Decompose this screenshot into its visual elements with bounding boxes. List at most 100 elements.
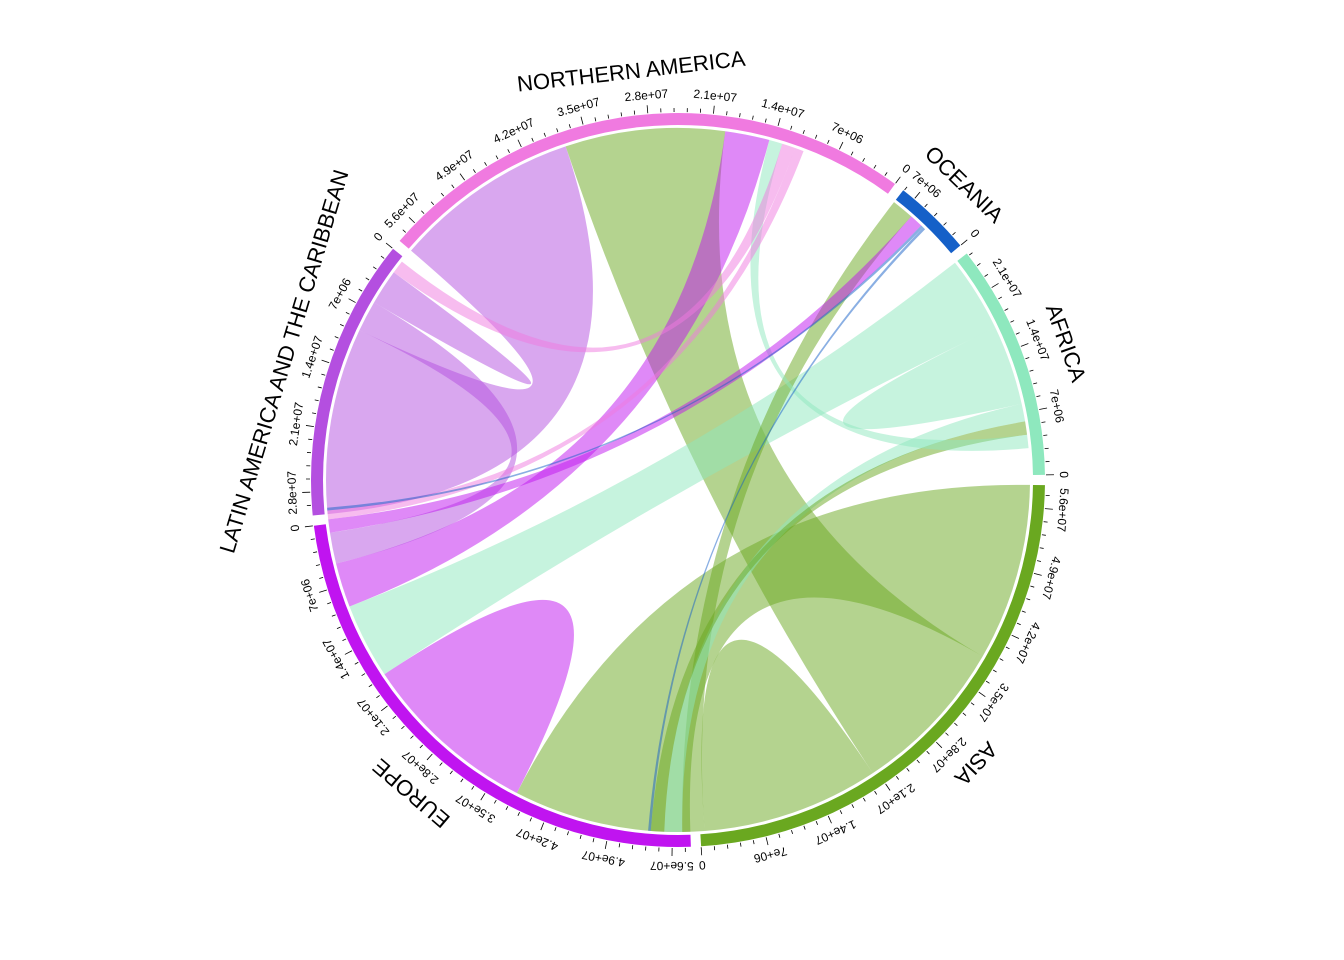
tick-mark [1039, 407, 1048, 410]
tick-mark [790, 125, 793, 130]
tick-mark [543, 132, 546, 137]
tick-mark [952, 231, 956, 236]
tick-mark [345, 312, 350, 315]
tick-mark [419, 744, 423, 749]
tick-mark [827, 815, 832, 824]
tick-label: 0 [288, 524, 303, 533]
tick-mark [998, 296, 1003, 300]
tick-mark [385, 242, 393, 249]
tick-mark [827, 139, 830, 144]
tick-mark [850, 151, 854, 156]
tick-mark [440, 192, 445, 197]
tick-mark [342, 638, 347, 642]
tick-mark [726, 844, 729, 849]
tick-mark [604, 840, 608, 849]
tick-mark [334, 336, 339, 339]
tick-mark [484, 162, 487, 166]
tick-mark [339, 324, 344, 327]
tick-mark [317, 386, 322, 389]
tick-mark [607, 114, 610, 119]
tick-label: 7e+06 [752, 844, 788, 866]
tick-mark [321, 359, 330, 364]
chord-link-africa-to-europe [349, 262, 996, 675]
tick-mark [791, 829, 794, 835]
tick-mark [752, 840, 755, 845]
tick-mark [904, 186, 908, 191]
sector-track-oceania [895, 190, 961, 254]
chord-link-africa-to-africa [842, 327, 1022, 430]
tick-mark [315, 564, 320, 566]
tick-mark [1039, 547, 1044, 549]
tick-mark [1033, 572, 1042, 576]
tick-mark [480, 793, 486, 801]
tick-mark [1030, 585, 1035, 588]
tick-mark [1029, 369, 1034, 372]
tick-mark [943, 222, 947, 226]
tick-mark [459, 173, 465, 181]
tick-label: 4.2e+07 [1012, 620, 1043, 666]
tick-mark [969, 252, 973, 256]
chord-link-asia-to-asia [701, 639, 873, 831]
tick-mark [862, 797, 866, 802]
tick-mark [906, 768, 910, 772]
tick-label: 7e+06 [298, 577, 322, 614]
tick-mark [1044, 508, 1053, 510]
tick-mark [618, 843, 621, 848]
tick-mark [304, 525, 313, 528]
tick-label: 7e+06 [326, 275, 355, 312]
tick-mark [815, 820, 819, 825]
tick-mark [700, 847, 703, 856]
tick-mark [329, 348, 334, 351]
tick-mark [895, 776, 899, 780]
tick-mark [471, 785, 475, 790]
tick-label: 2.8e+07 [284, 470, 299, 514]
tick-mark [336, 626, 341, 629]
tick-mark [985, 680, 990, 684]
tick-mark [426, 753, 433, 761]
tick-mark [472, 169, 476, 173]
tick-mark [594, 117, 597, 122]
chord-link-europe-to-europe [384, 599, 574, 793]
tick-mark [358, 288, 363, 292]
tick-mark [646, 105, 649, 114]
tick-mark [962, 712, 967, 716]
tick-mark [1010, 320, 1015, 323]
tick-mark [862, 157, 865, 162]
tick-mark [430, 201, 435, 205]
tick-label: 0 [698, 858, 706, 872]
tick-mark [752, 115, 754, 120]
tick-mark [507, 149, 510, 153]
tick-mark [764, 118, 767, 123]
tick-mark [1011, 634, 1020, 639]
tick-mark [765, 837, 769, 846]
tick-label: 2.1e+07 [286, 401, 306, 447]
tick-label: 5.6e+07 [650, 859, 694, 874]
tick-mark [344, 650, 353, 655]
tick-label: 0 [967, 226, 982, 240]
tick-mark [1015, 332, 1020, 335]
tick-mark [803, 825, 806, 830]
chord-link-asia-to-europe [516, 484, 1030, 832]
tick-mark [580, 116, 584, 125]
tick-mark [984, 273, 989, 277]
tick-mark [924, 203, 928, 208]
tick-mark [885, 783, 891, 791]
tick-mark [914, 191, 921, 199]
tick-mark [814, 134, 818, 139]
chord-link-latin-america-and-the-caribbean-to-latin-america-and-the-caribbean [374, 272, 532, 385]
tick-mark [531, 137, 534, 142]
chord-link-latin-america-and-the-caribbean-to-northern-america [325, 146, 593, 515]
tick-label: 3.5e+07 [453, 791, 498, 826]
tick-mark [505, 806, 509, 811]
tick-mark [540, 822, 545, 831]
tick-mark [493, 799, 497, 804]
tick-mark [361, 673, 366, 677]
tick-mark [1041, 421, 1046, 423]
tick-mark [936, 741, 943, 749]
tick-label: 4.9e+07 [580, 848, 626, 870]
tick-mark [895, 176, 901, 184]
tick-mark [713, 105, 715, 114]
tick-mark [517, 811, 520, 816]
tick-label: 7e+06 [1047, 388, 1067, 424]
tick-label: 7e+06 [829, 119, 866, 147]
